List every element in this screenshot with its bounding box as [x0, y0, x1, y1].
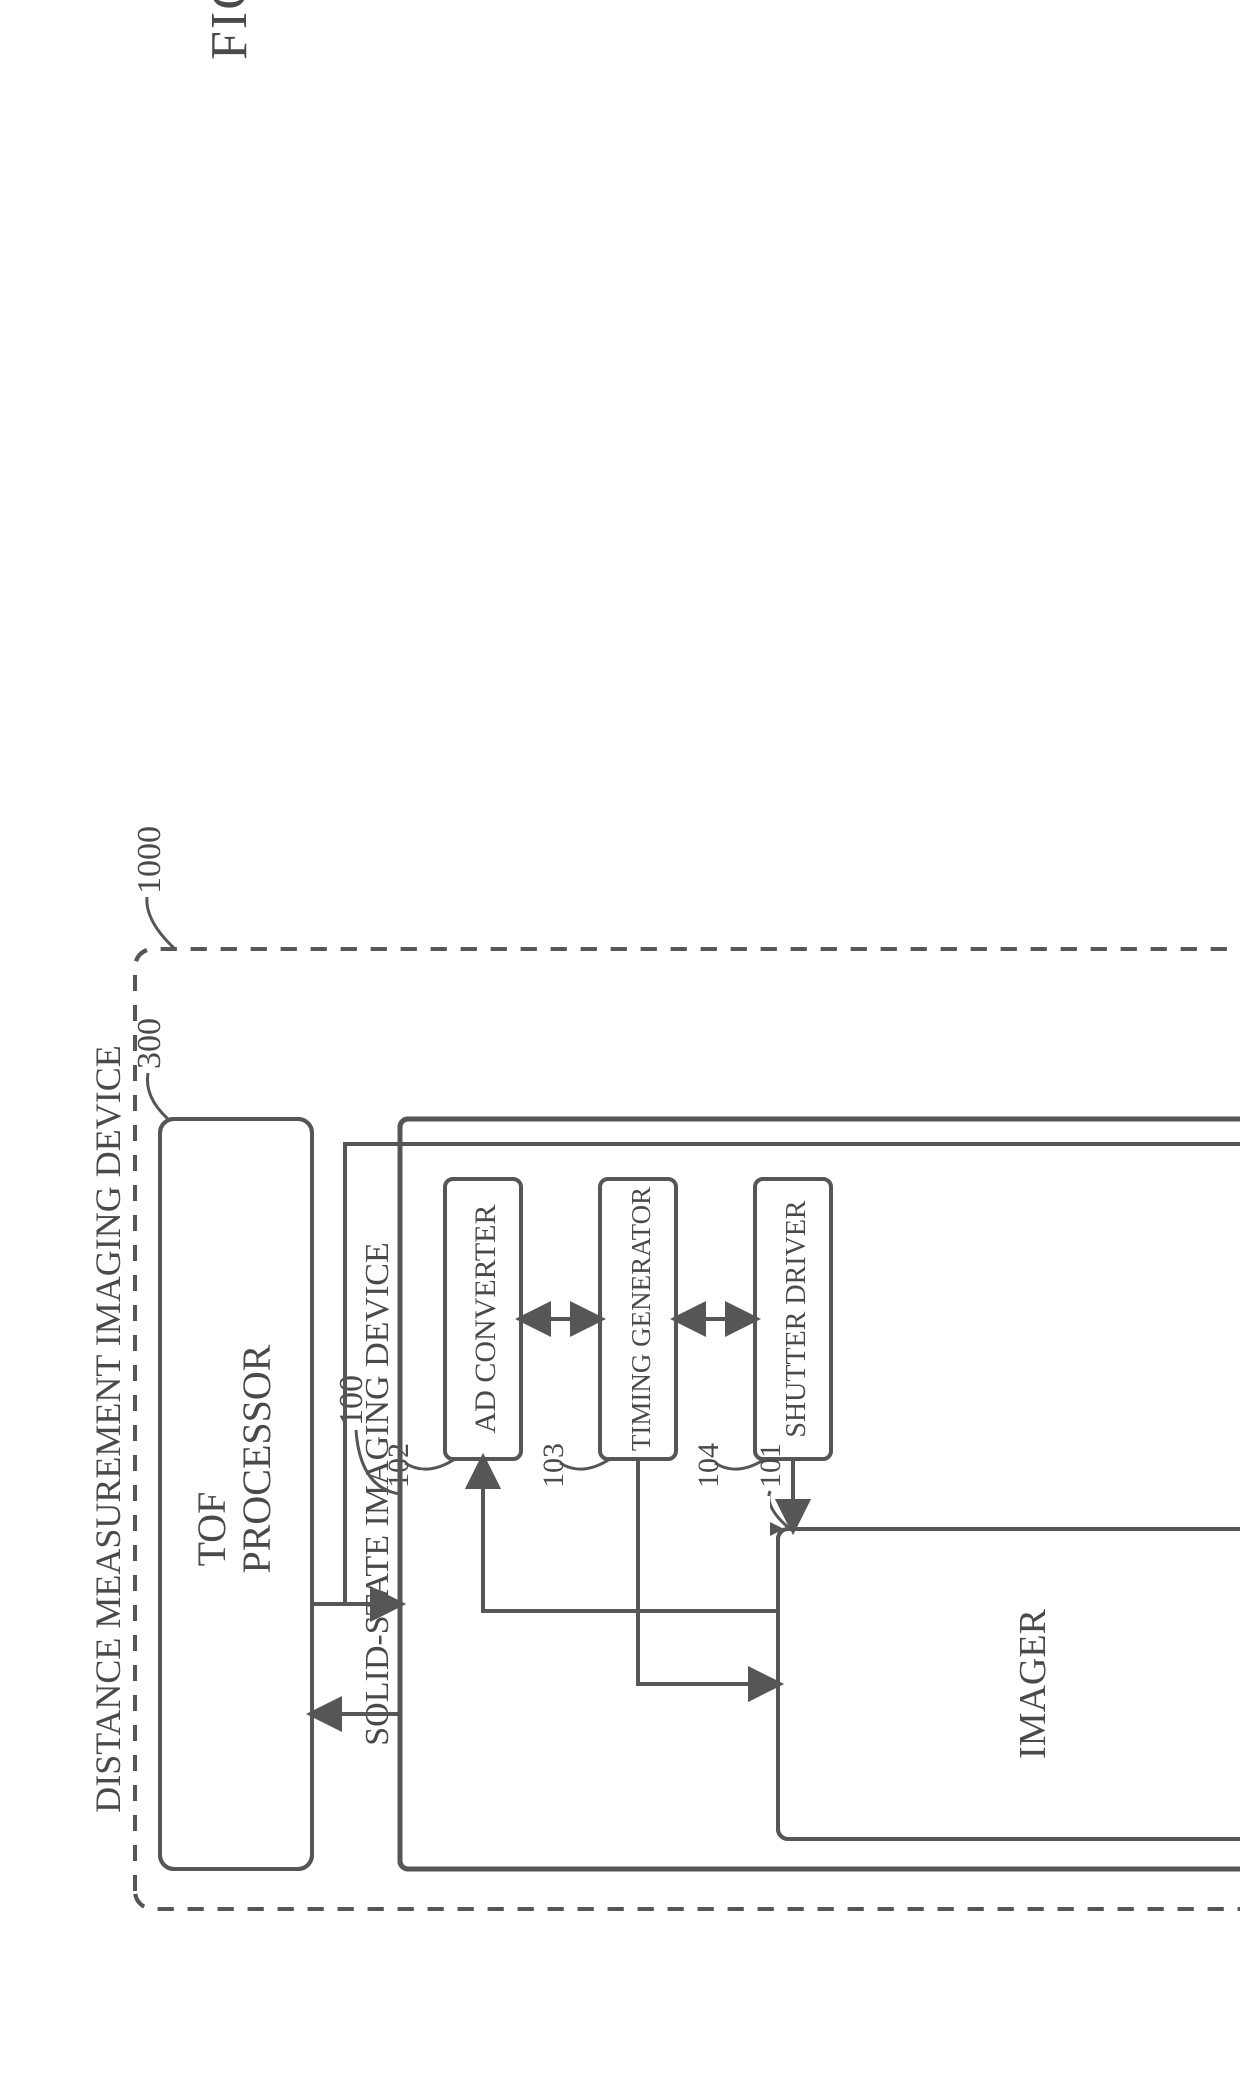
tof-label-2: PROCESSOR [234, 1344, 279, 1573]
figure-title-text: FIG. 1 [201, 0, 258, 60]
diagram-svg: 1000 DISTANCE MEASUREMENT IMAGING DEVICE… [0, 0, 1240, 2094]
device-outer-label: DISTANCE MEASUREMENT IMAGING DEVICE [88, 1045, 128, 1812]
diagram-stage: FIG. 1 1000 DISTANCE MEASUREMENT IMAGING… [0, 0, 1240, 2094]
timing-label: TIMING GENERATOR [626, 1187, 656, 1451]
figure-title: FIG. 1 [200, 0, 259, 60]
ref-100: 100 [333, 1375, 370, 1426]
ref-1000: 1000 [131, 826, 168, 894]
shutter-label: SHUTTER DRIVER [781, 1200, 812, 1438]
imager-box [778, 1529, 1240, 1839]
solid-state-box [400, 1119, 1240, 1869]
ref-103: 103 [537, 1443, 570, 1488]
ref-104: 104 [692, 1443, 725, 1488]
device-outer-box [135, 949, 1240, 1909]
tof-label-1: TOF [189, 1492, 234, 1567]
solid-state-label: SOLID-STATE IMAGING DEVICE [359, 1242, 396, 1745]
ref-101: 101 [754, 1443, 787, 1488]
adc-label: AD CONVERTER [469, 1204, 502, 1433]
imager-label: IMAGER [1012, 1608, 1054, 1759]
